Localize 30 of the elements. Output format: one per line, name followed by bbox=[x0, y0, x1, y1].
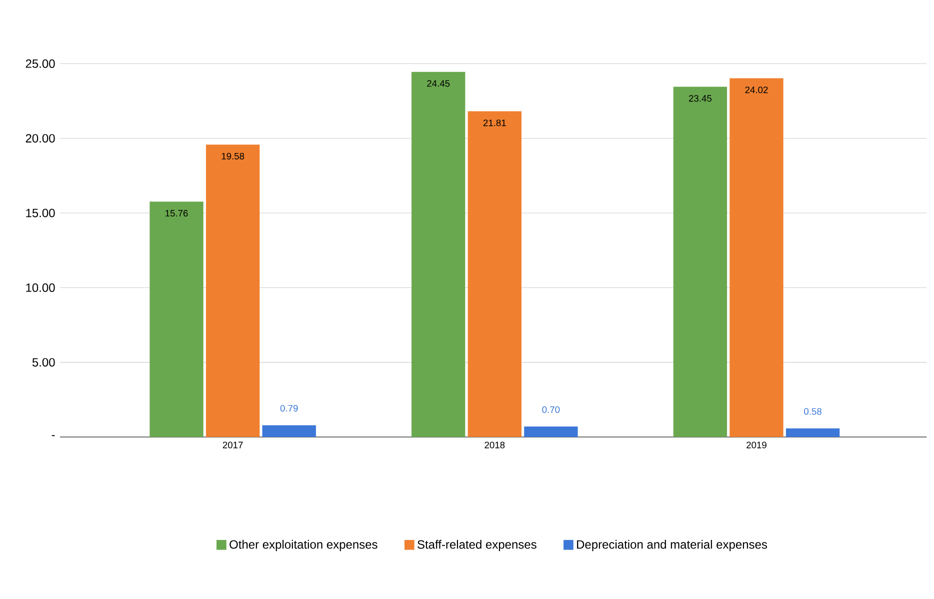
y-tick-label: - bbox=[52, 435, 55, 436]
bar bbox=[468, 111, 522, 437]
data-label: 24.45 bbox=[427, 80, 450, 87]
legend-label: Depreciation and material expenses bbox=[577, 540, 768, 552]
bar bbox=[206, 144, 260, 437]
y-tick-label: 15.00 bbox=[26, 208, 55, 218]
data-label: 19.58 bbox=[222, 152, 244, 160]
x-tick-label: 2018 bbox=[484, 442, 505, 448]
data-label: 21.81 bbox=[483, 120, 506, 126]
bar bbox=[730, 78, 784, 437]
y-tick-label: 20.00 bbox=[26, 134, 55, 143]
data-label: 0.79 bbox=[280, 405, 298, 412]
data-label: 0.58 bbox=[804, 408, 822, 415]
bar bbox=[673, 86, 728, 437]
y-tick-label: 5.00 bbox=[32, 358, 55, 367]
bar bbox=[412, 72, 466, 437]
data-label: 24.02 bbox=[745, 86, 768, 94]
legend-label: Other exploitation expenses bbox=[230, 540, 378, 552]
data-label: 23.45 bbox=[688, 95, 712, 102]
x-tick-label: 2019 bbox=[746, 442, 766, 448]
bar bbox=[262, 425, 316, 437]
y-tick-label: 10.00 bbox=[26, 283, 55, 292]
x-tick-label: 2017 bbox=[222, 442, 243, 448]
data-label: 0.70 bbox=[542, 406, 560, 413]
bar bbox=[524, 426, 578, 437]
bar bbox=[786, 428, 840, 437]
legend-label: Staff-related expenses bbox=[418, 540, 536, 552]
data-label: 15.76 bbox=[166, 210, 188, 217]
bar bbox=[150, 202, 204, 437]
y-tick-label: 25.00 bbox=[26, 59, 55, 68]
